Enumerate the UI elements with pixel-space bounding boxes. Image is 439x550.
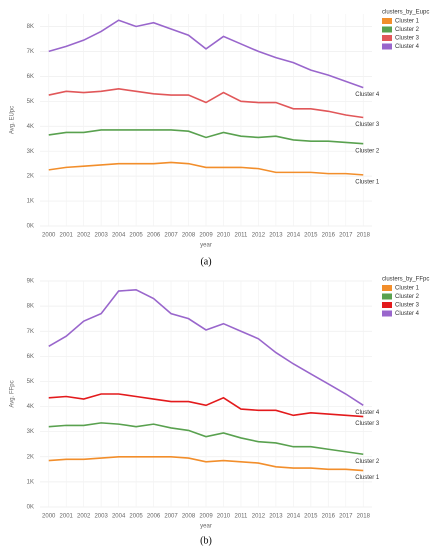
x-tick-label: 2013 xyxy=(269,514,283,520)
x-tick-label: 2010 xyxy=(217,233,231,239)
x-tick-label: 2004 xyxy=(112,233,126,239)
x-tick-label: 2002 xyxy=(77,514,91,520)
x-tick-label: 2016 xyxy=(322,233,336,239)
series-line xyxy=(48,161,364,176)
x-tick-label: 2006 xyxy=(147,233,161,239)
x-tick-label: 2008 xyxy=(182,233,196,239)
y-tick-label: 1K xyxy=(27,199,34,205)
legend-label: Cluster 4 xyxy=(395,44,420,50)
x-tick-label: 2011 xyxy=(234,233,248,239)
x-tick-label: 2015 xyxy=(304,233,318,239)
caption: (b) xyxy=(200,535,212,546)
legend-label: Cluster 2 xyxy=(395,294,420,300)
end-label: Cluster 2 xyxy=(355,459,380,465)
x-tick-label: 2016 xyxy=(322,514,336,520)
y-tick-label: 3K xyxy=(27,429,34,435)
x-tick-label: 2007 xyxy=(164,233,178,239)
legend-title: clusters_by_FFpc xyxy=(382,277,429,283)
x-tick-label: 2007 xyxy=(164,514,178,520)
end-label: Cluster 1 xyxy=(355,179,380,185)
series-line xyxy=(48,129,364,145)
x-tick-label: 2000 xyxy=(42,514,56,520)
x-tick-label: 2017 xyxy=(339,233,353,239)
x-tick-label: 2001 xyxy=(60,233,74,239)
legend-swatch xyxy=(382,310,392,317)
y-tick-label: 6K xyxy=(27,354,34,360)
caption: (a) xyxy=(200,256,211,267)
y-tick-label: 7K xyxy=(27,49,34,55)
end-label: Cluster 2 xyxy=(355,148,380,154)
x-tick-label: 2012 xyxy=(252,233,266,239)
series-line xyxy=(48,88,364,119)
x-tick-label: 2005 xyxy=(129,514,143,520)
x-tick-label: 2010 xyxy=(217,514,231,520)
legend-label: Cluster 3 xyxy=(395,36,420,42)
y-tick-label: 1K xyxy=(27,479,34,485)
x-tick-label: 2006 xyxy=(147,514,161,520)
x-tick-label: 2017 xyxy=(339,514,353,520)
x-tick-label: 2003 xyxy=(94,514,108,520)
x-tick-label: 2018 xyxy=(357,233,371,239)
x-tick-label: 2009 xyxy=(199,514,213,520)
x-tick-label: 2014 xyxy=(287,233,301,239)
series-line xyxy=(48,455,364,472)
x-tick-label: 2001 xyxy=(60,514,74,520)
x-tick-label: 2018 xyxy=(357,514,371,520)
legend-swatch xyxy=(382,302,392,308)
x-axis-title: year xyxy=(200,243,212,249)
y-tick-label: 7K xyxy=(27,329,34,335)
x-tick-label: 2000 xyxy=(42,233,56,239)
x-tick-label: 2011 xyxy=(234,514,248,520)
y-tick-label: 5K xyxy=(27,379,34,385)
y-axis-title: Avg. FFpc xyxy=(10,380,16,407)
legend-title: clusters_by_Eupc xyxy=(382,10,429,16)
x-tick-label: 2015 xyxy=(304,514,318,520)
legend-swatch xyxy=(382,18,392,24)
legend-swatch xyxy=(382,293,392,300)
y-tick-label: 2K xyxy=(27,174,34,180)
y-tick-label: 4K xyxy=(27,404,34,410)
x-tick-label: 2014 xyxy=(287,514,301,520)
series-line xyxy=(48,422,364,456)
x-tick-label: 2012 xyxy=(252,514,266,520)
legend-label: Cluster 1 xyxy=(395,286,420,292)
legend-swatch xyxy=(382,26,392,33)
end-label: Cluster 1 xyxy=(355,475,380,481)
y-tick-label: 2K xyxy=(27,454,34,460)
y-tick-label: 0K xyxy=(27,224,34,230)
y-tick-label: 9K xyxy=(27,279,34,285)
y-tick-label: 6K xyxy=(27,74,34,80)
end-label: Cluster 4 xyxy=(355,92,380,98)
end-label: Cluster 4 xyxy=(355,410,380,416)
series-line xyxy=(48,393,364,418)
y-axis-title: Avg. EUpc xyxy=(10,106,16,134)
y-tick-label: 8K xyxy=(27,24,34,30)
y-tick-label: 4K xyxy=(27,124,34,130)
legend-label: Cluster 3 xyxy=(395,303,420,309)
legend-label: Cluster 2 xyxy=(395,27,420,33)
series-line xyxy=(48,288,364,406)
x-tick-label: 2003 xyxy=(94,233,108,239)
y-tick-label: 3K xyxy=(27,149,34,155)
x-tick-label: 2005 xyxy=(129,233,143,239)
end-label: Cluster 3 xyxy=(355,421,380,427)
y-tick-label: 5K xyxy=(27,99,34,105)
x-axis-title: year xyxy=(200,524,212,530)
y-tick-label: 0K xyxy=(27,505,34,511)
end-label: Cluster 3 xyxy=(355,122,380,128)
series-line xyxy=(48,19,364,89)
legend-label: Cluster 4 xyxy=(395,311,420,317)
x-tick-label: 2004 xyxy=(112,514,126,520)
legend-swatch xyxy=(382,285,392,291)
legend-swatch xyxy=(382,43,392,50)
x-tick-label: 2002 xyxy=(77,233,91,239)
legend-label: Cluster 1 xyxy=(395,19,420,25)
y-tick-label: 8K xyxy=(27,304,34,310)
legend-swatch xyxy=(382,35,392,41)
x-tick-label: 2008 xyxy=(182,514,196,520)
x-tick-label: 2013 xyxy=(269,233,283,239)
x-tick-label: 2009 xyxy=(199,233,213,239)
